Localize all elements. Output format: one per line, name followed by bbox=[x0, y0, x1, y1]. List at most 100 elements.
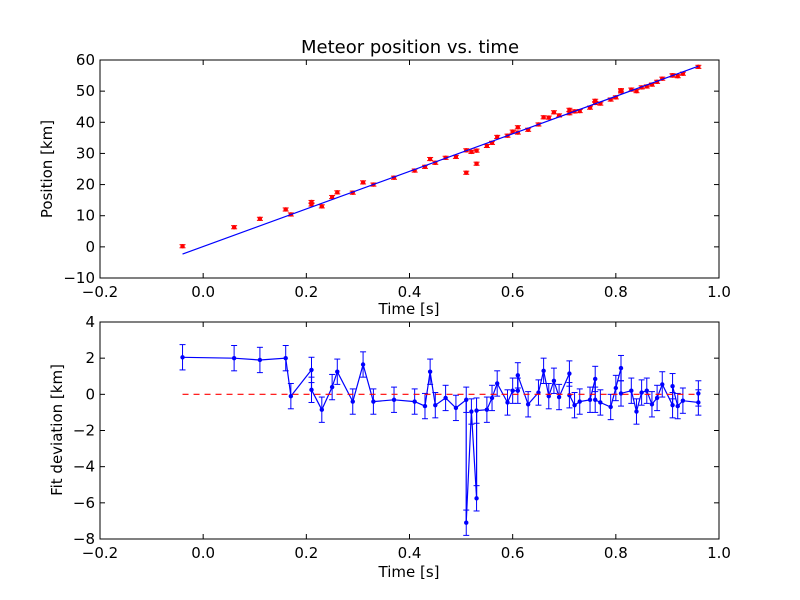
point-marker bbox=[180, 355, 185, 360]
point-marker bbox=[257, 216, 263, 222]
point-marker bbox=[515, 373, 521, 378]
deviation-point bbox=[432, 392, 439, 419]
deviation-point bbox=[566, 360, 573, 387]
point-marker bbox=[329, 384, 335, 390]
deviation-point bbox=[483, 396, 490, 423]
point-marker bbox=[639, 390, 644, 395]
data-point bbox=[566, 107, 573, 113]
point-marker bbox=[670, 383, 675, 389]
deviation-point bbox=[571, 392, 578, 419]
deviation-point bbox=[468, 398, 475, 425]
deviation-point bbox=[540, 357, 547, 384]
point-marker bbox=[474, 408, 479, 413]
point-marker bbox=[593, 397, 598, 402]
deviation-plot-xtick-label: 0.6 bbox=[501, 544, 525, 562]
point-marker bbox=[464, 520, 469, 525]
point-marker bbox=[629, 388, 634, 393]
deviation-point bbox=[329, 373, 336, 401]
position-plot-xlabel: Time [s] bbox=[378, 300, 440, 318]
fit-line bbox=[182, 65, 699, 255]
deviation-point bbox=[679, 387, 686, 414]
point-marker bbox=[505, 400, 510, 405]
point-marker bbox=[634, 409, 639, 414]
point-marker bbox=[546, 393, 551, 399]
point-marker bbox=[309, 367, 314, 373]
point-marker bbox=[556, 394, 562, 400]
position-plot-ytick-label: 30 bbox=[76, 144, 95, 162]
deviation-plot-frame bbox=[99, 321, 720, 540]
deviation-point bbox=[525, 391, 532, 418]
deviation-point bbox=[545, 382, 552, 410]
deviation-point bbox=[411, 388, 418, 415]
point-marker bbox=[551, 110, 557, 115]
deviation-point bbox=[463, 386, 470, 413]
deviation-point bbox=[643, 377, 650, 404]
point-marker bbox=[613, 385, 619, 391]
deviation-point bbox=[587, 386, 594, 413]
deviation-plot-xtick-label: 0.0 bbox=[191, 544, 215, 562]
point-marker bbox=[567, 393, 572, 398]
data-point bbox=[179, 244, 186, 249]
point-marker bbox=[649, 402, 655, 407]
position-plot-frame bbox=[99, 59, 720, 279]
point-marker bbox=[335, 369, 340, 374]
deviation-point bbox=[360, 351, 367, 378]
position-plot-xtick-label: 1.0 bbox=[707, 283, 731, 301]
data-point bbox=[334, 190, 341, 195]
data-point bbox=[318, 204, 325, 209]
deviation-plot: Time [s] Fit deviation [km] −0.2 0.0 0.2 0.… bbox=[48, 313, 731, 581]
point-marker bbox=[593, 376, 598, 382]
point-marker bbox=[283, 207, 288, 212]
deviation-point bbox=[256, 346, 263, 374]
point-marker bbox=[360, 180, 366, 185]
point-marker bbox=[660, 382, 665, 387]
deviation-plot-xtick-label: 0.8 bbox=[604, 544, 628, 562]
position-plot-ytick-label: 20 bbox=[76, 176, 95, 194]
point-marker bbox=[412, 399, 417, 404]
data-point bbox=[545, 115, 552, 120]
point-marker bbox=[551, 378, 557, 383]
deviation-point bbox=[391, 386, 398, 413]
point-marker bbox=[464, 397, 469, 402]
deviation-point bbox=[550, 367, 557, 394]
deviation-plot-ytick-label: −4 bbox=[73, 458, 95, 476]
deviation-point bbox=[514, 362, 521, 389]
point-marker bbox=[309, 387, 314, 393]
deviation-point bbox=[556, 383, 563, 411]
position-plot-xtick-label: −0.2 bbox=[82, 283, 118, 301]
data-point bbox=[540, 115, 547, 120]
deviation-plot-ytick-label: −6 bbox=[73, 494, 95, 512]
point-marker bbox=[567, 371, 572, 376]
point-marker bbox=[618, 391, 624, 396]
deviation-plot-ytick-label: −8 bbox=[73, 530, 95, 548]
point-marker bbox=[541, 115, 546, 120]
deviation-point bbox=[308, 376, 315, 403]
point-marker bbox=[618, 88, 624, 93]
deviation-point bbox=[674, 392, 681, 420]
deviation-plot-xlabel: Time [s] bbox=[378, 563, 440, 581]
deviation-point bbox=[669, 373, 676, 400]
deviation-point bbox=[612, 374, 619, 402]
point-marker bbox=[675, 403, 680, 409]
point-marker bbox=[598, 400, 603, 405]
point-marker bbox=[319, 407, 325, 412]
data-point bbox=[617, 88, 624, 93]
point-marker bbox=[453, 154, 459, 160]
point-marker bbox=[469, 149, 474, 155]
deviation-point bbox=[633, 398, 640, 425]
point-marker bbox=[541, 368, 546, 374]
position-plot-xtick-label: 0.2 bbox=[294, 283, 318, 301]
point-marker bbox=[644, 388, 649, 393]
point-marker bbox=[618, 365, 624, 371]
point-marker bbox=[283, 355, 288, 361]
point-marker bbox=[608, 404, 613, 410]
point-marker bbox=[422, 403, 428, 409]
point-marker bbox=[634, 88, 639, 94]
deviation-point bbox=[648, 391, 655, 418]
point-marker bbox=[654, 395, 660, 401]
position-plot-ytick-label: 10 bbox=[76, 207, 95, 225]
deviation-plot-ticks: −0.2 0.0 0.2 0.4 0.6 0.8 1.0 −8 −6 −4 −2 0 2 4 bbox=[73, 313, 731, 562]
position-plot-xtick-label: 0.6 bbox=[501, 283, 525, 301]
point-marker bbox=[257, 357, 263, 363]
